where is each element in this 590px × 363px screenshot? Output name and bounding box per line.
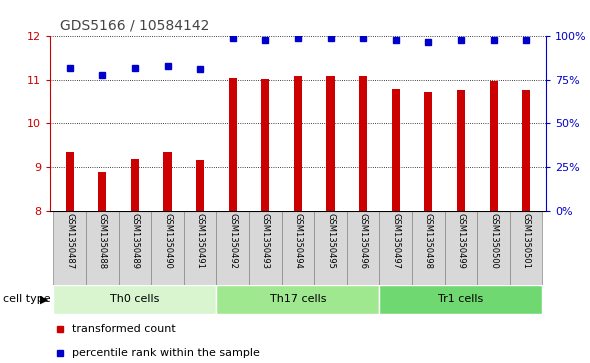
Bar [65, 152, 74, 211]
Text: cell type: cell type [3, 294, 51, 305]
Bar [163, 152, 172, 211]
Bar [392, 89, 400, 211]
Bar [151, 211, 184, 285]
Text: GSM1350496: GSM1350496 [359, 213, 368, 269]
Bar [457, 90, 465, 211]
Bar [86, 211, 119, 285]
Text: GSM1350499: GSM1350499 [457, 213, 466, 269]
Bar [347, 211, 379, 285]
Bar [424, 92, 432, 211]
Bar [131, 159, 139, 211]
Text: GSM1350495: GSM1350495 [326, 213, 335, 269]
Text: GSM1350498: GSM1350498 [424, 213, 433, 269]
Bar [379, 211, 412, 285]
Bar [196, 160, 204, 211]
Bar [184, 211, 217, 285]
Bar [217, 285, 379, 314]
Text: GSM1350487: GSM1350487 [65, 213, 74, 269]
Text: GSM1350493: GSM1350493 [261, 213, 270, 269]
Text: GSM1350490: GSM1350490 [163, 213, 172, 269]
Bar [490, 81, 497, 211]
Bar [54, 211, 86, 285]
Text: transformed count: transformed count [73, 324, 176, 334]
Bar [477, 211, 510, 285]
Bar [510, 211, 542, 285]
Text: GSM1350497: GSM1350497 [391, 213, 400, 269]
Bar [54, 285, 217, 314]
Bar [445, 211, 477, 285]
Text: GSM1350494: GSM1350494 [293, 213, 303, 269]
Text: GSM1350492: GSM1350492 [228, 213, 237, 269]
Bar [217, 211, 249, 285]
Text: ▶: ▶ [40, 294, 48, 305]
Bar [379, 285, 542, 314]
Bar [119, 211, 151, 285]
Text: GSM1350491: GSM1350491 [196, 213, 205, 269]
Bar [326, 76, 335, 211]
Text: Th0 cells: Th0 cells [110, 294, 160, 305]
Bar [229, 78, 237, 211]
Bar [294, 76, 302, 211]
Bar [522, 90, 530, 211]
Text: GSM1350501: GSM1350501 [522, 213, 530, 269]
Bar [249, 211, 281, 285]
Text: GSM1350488: GSM1350488 [98, 213, 107, 269]
Text: GSM1350500: GSM1350500 [489, 213, 498, 269]
Text: Th17 cells: Th17 cells [270, 294, 326, 305]
Bar [359, 76, 367, 211]
Bar [281, 211, 314, 285]
Bar [314, 211, 347, 285]
Bar [412, 211, 445, 285]
Bar [99, 172, 106, 211]
Text: Tr1 cells: Tr1 cells [438, 294, 484, 305]
Bar [261, 79, 270, 211]
Text: GDS5166 / 10584142: GDS5166 / 10584142 [60, 19, 209, 32]
Text: GSM1350489: GSM1350489 [130, 213, 139, 269]
Text: percentile rank within the sample: percentile rank within the sample [73, 348, 260, 358]
